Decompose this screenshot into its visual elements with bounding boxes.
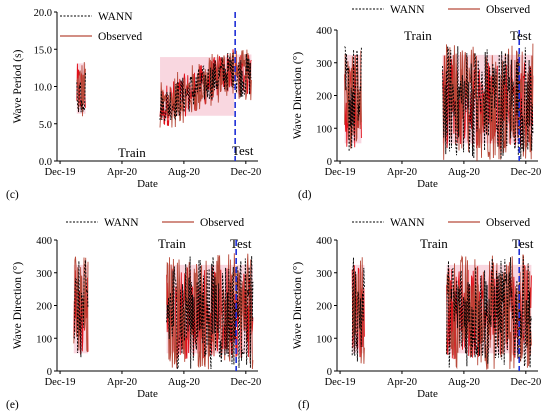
test-label: Test: [232, 143, 254, 158]
y-axis-title: Wave Direction (°): [292, 262, 304, 349]
wann-line: [442, 46, 534, 160]
y-tick-label: 0.0: [39, 157, 52, 168]
chart-panel-e: 0 100 200 300 400 Dec-19 Apr-20 Aug-20 Dec-20 Dat…: [6, 217, 261, 411]
y-tick-label: 100: [316, 334, 332, 345]
x-tick-label: Apr-20: [107, 167, 137, 178]
observed-line: [351, 257, 365, 364]
wann-line: [73, 260, 89, 358]
legend: WANN Observed: [66, 217, 244, 229]
chart-panel-d: 0 100 200 300 400 Dec-19 Apr-20 Aug-20 Dec-20 Dat…: [292, 4, 541, 201]
legend-label-observed: Observed: [486, 4, 530, 16]
legend: WANN Observed: [60, 11, 142, 43]
y-tick-label: 200: [316, 92, 332, 103]
y-tick-label: 10.0: [34, 83, 52, 94]
y-tick-label: 15.0: [34, 45, 52, 56]
observed-line: [73, 256, 89, 353]
test-label: Test: [230, 236, 252, 251]
x-axis-title: Date: [137, 388, 158, 400]
y-tick-label: 0: [327, 367, 332, 378]
y-tick-label: 200: [316, 302, 332, 313]
y-axis-title: Wave Period (s): [12, 49, 24, 123]
train-label: Train: [404, 28, 432, 43]
x-tick-label: Dec-19: [325, 167, 356, 178]
x-tick-label: Dec-20: [230, 167, 261, 178]
y-tick-label: 0: [327, 157, 332, 168]
y-tick-label: 20.0: [34, 8, 52, 19]
y-tick-label: 300: [36, 269, 52, 280]
y-tick-label: 400: [316, 236, 332, 247]
legend-label-wann: WANN: [390, 217, 425, 229]
panel-label: (c): [6, 189, 19, 201]
test-label: Test: [512, 236, 534, 251]
y-axis-title: Wave Direction (°): [12, 262, 24, 349]
x-tick-label: Apr-20: [387, 167, 417, 178]
x-tick-label: Dec-20: [510, 167, 541, 178]
y-tick-label: 100: [36, 334, 52, 345]
y-tick-label: 200: [36, 302, 52, 313]
x-axis-title: Date: [137, 178, 158, 190]
panel-label: (f): [298, 399, 310, 411]
panel-label: (d): [298, 189, 312, 201]
y-tick-label: 100: [316, 124, 332, 135]
legend-label-observed: Observed: [98, 31, 142, 43]
x-tick-label: Dec-19: [325, 377, 356, 388]
chart-panel-f: 0 100 200 300 400 Dec-19 Apr-20 Aug-20 Dec-20 Dat…: [292, 217, 541, 411]
y-tick-label: 400: [36, 236, 52, 247]
y-tick-label: 300: [316, 59, 332, 70]
wann-line: [166, 255, 254, 370]
panel-label: (e): [6, 399, 19, 411]
x-tick-label: Aug-20: [448, 377, 480, 388]
observed-line: [344, 50, 362, 149]
wann-line: [344, 46, 362, 152]
y-tick-label: 400: [316, 26, 332, 37]
x-tick-label: Dec-19: [45, 167, 76, 178]
wann-line: [351, 257, 365, 362]
x-tick-label: Dec-20: [230, 377, 261, 388]
x-tick-label: Dec-20: [510, 377, 541, 388]
chart-panel-c: 0.0 5.0 10.0 15.0 20.0 Dec-19 Apr-20 Aug-20 Dec-…: [6, 8, 261, 201]
x-tick-label: Apr-20: [387, 377, 417, 388]
wann-line: [446, 256, 532, 368]
train-label: Train: [158, 236, 186, 251]
x-tick-label: Aug-20: [448, 167, 480, 178]
y-tick-label: 0: [47, 367, 52, 378]
train-label: Train: [420, 236, 448, 251]
y-axis-title: Wave Direction (°): [292, 52, 304, 139]
test-label: Test: [510, 28, 532, 43]
train-label: Train: [118, 145, 146, 160]
legend-label-observed: Observed: [486, 217, 530, 229]
legend-label-observed: Observed: [200, 217, 244, 229]
legend-label-wann: WANN: [98, 11, 133, 23]
legend: WANN Observed: [352, 4, 530, 16]
x-axis-title: Date: [417, 178, 438, 190]
y-tick-label: 5.0: [39, 120, 52, 131]
x-tick-label: Aug-20: [168, 167, 200, 178]
x-tick-label: Aug-20: [168, 377, 200, 388]
legend-label-wann: WANN: [390, 4, 425, 16]
x-tick-label: Apr-20: [107, 377, 137, 388]
legend: WANN Observed: [352, 217, 530, 229]
y-tick-label: 300: [316, 269, 332, 280]
x-tick-label: Dec-19: [45, 377, 76, 388]
wann-line: [76, 72, 86, 113]
x-axis-title: Date: [417, 388, 438, 400]
legend-label-wann: WANN: [104, 217, 139, 229]
